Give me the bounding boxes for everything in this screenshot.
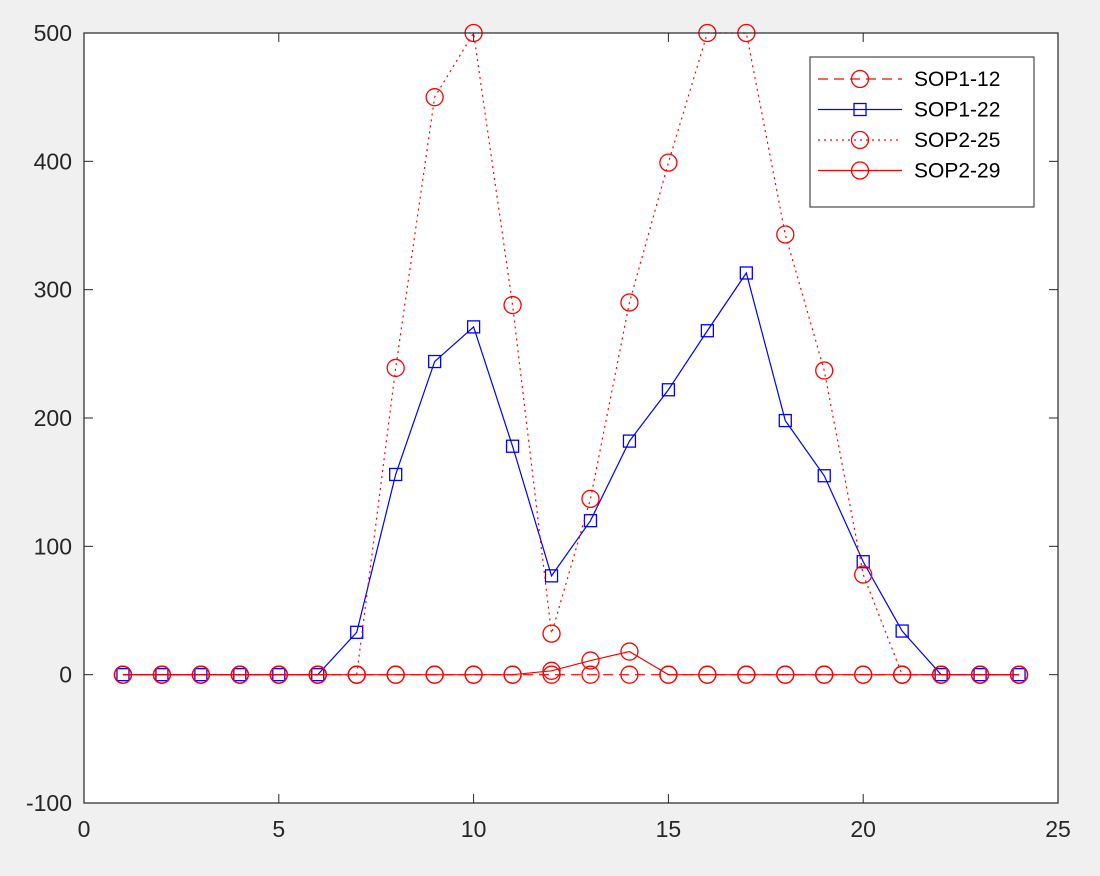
data-point bbox=[661, 383, 676, 397]
x-tick-label: 5 bbox=[272, 816, 285, 842]
data-point bbox=[739, 266, 753, 280]
data-point bbox=[854, 665, 873, 684]
y-tick-label: -100 bbox=[26, 790, 72, 816]
data-point bbox=[427, 354, 442, 369]
data-point bbox=[620, 642, 639, 661]
data-point bbox=[466, 320, 481, 334]
data-point bbox=[542, 624, 561, 643]
legend: SOP1-12 SOP1-22 SOP2-25 SOP2-29 bbox=[809, 56, 1035, 208]
y-tick-label: 300 bbox=[34, 277, 72, 303]
data-point bbox=[700, 324, 715, 338]
data-point bbox=[542, 661, 561, 680]
data-point bbox=[970, 665, 990, 684]
data-point bbox=[817, 469, 831, 483]
data-point bbox=[737, 665, 756, 684]
legend-marker-sample bbox=[850, 161, 870, 180]
data-point bbox=[191, 665, 211, 684]
data-point bbox=[503, 295, 522, 315]
data-point bbox=[776, 665, 795, 684]
x-tick-label: 10 bbox=[461, 816, 487, 842]
legend-item-sop1-22: SOP1-22 bbox=[818, 99, 1000, 122]
data-point bbox=[581, 665, 600, 684]
y-tick-label: 0 bbox=[59, 662, 72, 688]
data-point bbox=[620, 293, 639, 312]
data-point bbox=[815, 665, 834, 684]
x-tick-label: 15 bbox=[656, 816, 682, 842]
y-tick-label: 100 bbox=[34, 533, 72, 559]
data-point bbox=[542, 665, 561, 684]
legend-item-sop2-29: SOP2-29 bbox=[818, 160, 1000, 183]
data-point bbox=[350, 625, 364, 639]
data-point bbox=[776, 225, 795, 244]
legend-item-sop2-25: SOP2-25 bbox=[818, 129, 1000, 152]
data-point bbox=[815, 361, 834, 380]
series-layer bbox=[113, 23, 1029, 684]
legend-label: SOP1-22 bbox=[914, 99, 1000, 122]
x-tick-label: 0 bbox=[78, 816, 91, 842]
legend-marker-sample bbox=[853, 102, 867, 117]
legend-marker-sample bbox=[850, 130, 870, 150]
data-point bbox=[505, 439, 520, 453]
data-point bbox=[230, 665, 249, 684]
data-point bbox=[893, 665, 912, 684]
data-point bbox=[622, 434, 637, 448]
data-point bbox=[386, 665, 405, 684]
data-point bbox=[464, 665, 483, 684]
data-point bbox=[308, 665, 327, 684]
data-point bbox=[347, 665, 366, 684]
data-point bbox=[581, 489, 600, 509]
data-point bbox=[386, 358, 405, 378]
data-point bbox=[1009, 665, 1029, 684]
legend-label: SOP2-29 bbox=[914, 160, 1000, 183]
data-point bbox=[152, 665, 172, 684]
data-point bbox=[659, 665, 678, 684]
legend-label: SOP1-12 bbox=[914, 68, 1000, 91]
series-line bbox=[122, 31, 1020, 676]
data-point bbox=[931, 665, 951, 684]
data-point bbox=[544, 569, 559, 583]
y-tick-label: 500 bbox=[34, 20, 72, 46]
legend-box bbox=[809, 56, 1035, 208]
data-point bbox=[659, 153, 678, 172]
legend-item-sop1-12: SOP1-12 bbox=[818, 68, 1000, 91]
data-point bbox=[389, 467, 403, 482]
legend-marker-sample bbox=[850, 69, 870, 89]
data-point bbox=[856, 555, 870, 569]
data-point bbox=[425, 665, 444, 684]
x-tick-label: 20 bbox=[850, 816, 876, 842]
data-point bbox=[698, 665, 717, 684]
y-tick-label: 200 bbox=[34, 405, 72, 431]
data-point bbox=[778, 413, 792, 428]
data-point bbox=[854, 565, 873, 584]
legend-label: SOP2-25 bbox=[914, 129, 1000, 152]
data-point bbox=[269, 665, 288, 684]
x-tick-label: 25 bbox=[1045, 816, 1071, 842]
data-point bbox=[620, 665, 639, 684]
data-point bbox=[113, 665, 133, 684]
data-point bbox=[425, 88, 444, 107]
data-point bbox=[895, 624, 909, 638]
data-point bbox=[503, 665, 522, 684]
y-tick-label: 400 bbox=[34, 148, 72, 174]
series-sop2-29 bbox=[113, 642, 1029, 684]
series-line bbox=[122, 650, 1020, 676]
data-point bbox=[581, 651, 600, 670]
